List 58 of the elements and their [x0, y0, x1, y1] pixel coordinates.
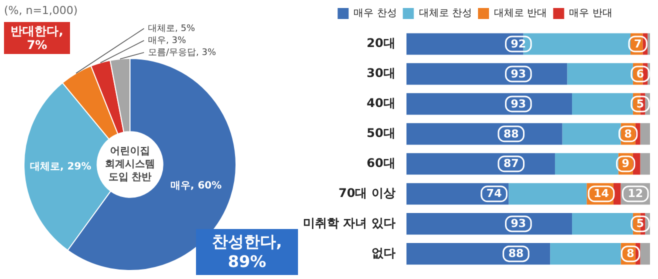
- annotation: 92: [510, 37, 526, 50]
- y-tick-label: 미취학 자녀 있다: [302, 216, 396, 230]
- annotation: 93: [510, 97, 526, 110]
- bar: [640, 243, 650, 265]
- bar: [640, 153, 650, 175]
- bar: [572, 93, 633, 115]
- bar: [406, 93, 572, 115]
- legend-label: 매우 반대: [569, 8, 612, 20]
- bar: [640, 123, 650, 145]
- slice-label: 대체로, 29%: [30, 161, 92, 172]
- bar: [562, 123, 621, 145]
- annotation: 9: [622, 157, 630, 170]
- annotation: 14: [594, 187, 610, 200]
- bar: [406, 63, 568, 85]
- annotation: 93: [510, 67, 526, 80]
- annotation: 88: [503, 127, 519, 140]
- bar: [406, 123, 562, 145]
- text: (%, n=1,000): [4, 4, 78, 17]
- annotation: 74: [486, 187, 502, 200]
- bar: [406, 213, 572, 235]
- legend-label: 대체로 반대: [494, 8, 548, 20]
- y-tick-label: 70대 이상: [338, 186, 396, 200]
- text: 찬성한다, 89%: [196, 229, 298, 275]
- annotation: 5: [636, 97, 644, 110]
- bar: [406, 183, 509, 205]
- annotation: 12: [628, 187, 644, 200]
- y-tick-label: 20대: [366, 36, 396, 50]
- bar: [554, 153, 618, 175]
- bar: [406, 153, 555, 175]
- annotation: 8: [624, 127, 632, 140]
- legend-label: 매우 찬성: [354, 8, 397, 20]
- annotation: 6: [636, 67, 644, 80]
- bar: [523, 33, 631, 55]
- slice-label: 모름/무응답, 3%: [148, 48, 216, 58]
- y-tick-label: 50대: [366, 126, 396, 140]
- bar: [406, 33, 524, 55]
- bar: [406, 243, 550, 265]
- y-tick-label: 없다: [371, 246, 396, 260]
- bar: [550, 243, 621, 265]
- text: 반대한다, 7%: [4, 22, 70, 54]
- bar: [572, 213, 633, 235]
- annotation: 88: [508, 247, 524, 260]
- bar: [613, 183, 621, 205]
- annotation: 87: [503, 157, 519, 170]
- annotation: 5: [636, 217, 644, 230]
- annotation: 93: [510, 217, 526, 230]
- annotation: 7: [634, 37, 642, 50]
- slice-label: 매우, 3%: [148, 36, 186, 46]
- y-tick-label: 60대: [366, 156, 396, 170]
- legend-label: 대체로 찬성: [418, 8, 472, 20]
- y-tick-label: 30대: [366, 66, 396, 80]
- annotation: 8: [626, 247, 634, 260]
- y-tick-label: 40대: [366, 96, 396, 110]
- bar: [508, 183, 587, 205]
- slice-label: 매우, 60%: [170, 180, 222, 192]
- text: 어린이집 회계시스템 도입 찬반: [105, 146, 155, 184]
- bar: [567, 63, 633, 85]
- slice-label: 대체로, 5%: [148, 24, 196, 34]
